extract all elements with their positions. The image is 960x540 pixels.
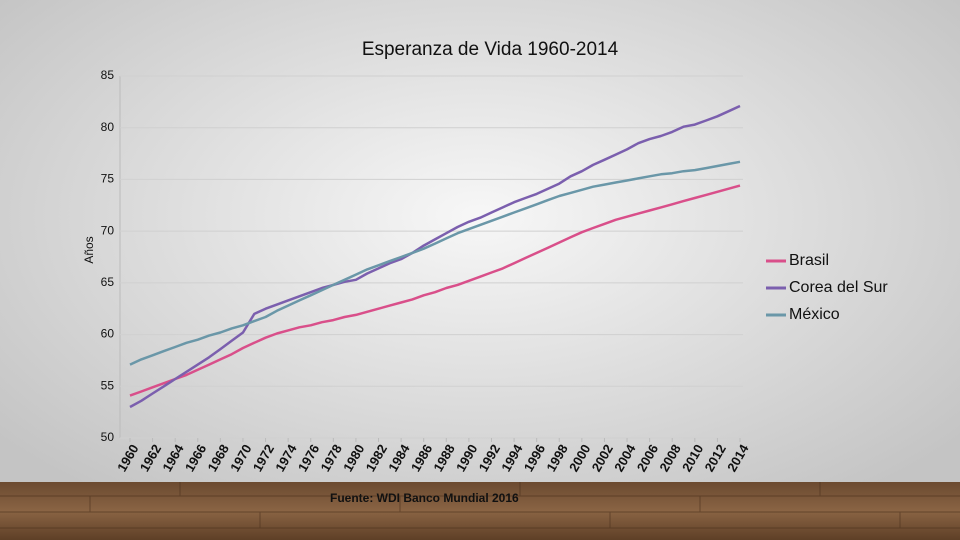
y-tick-label: 60 xyxy=(101,327,115,341)
y-tick-label: 50 xyxy=(101,430,115,444)
legend-label: México xyxy=(789,306,840,323)
y-tick-label: 85 xyxy=(101,68,115,82)
source-note: Fuente: WDI Banco Mundial 2016 xyxy=(330,491,519,505)
y-tick-label: 75 xyxy=(101,172,115,186)
series-line xyxy=(129,160,741,366)
wood-floor xyxy=(0,482,960,540)
legend-label: Brasil xyxy=(789,252,829,269)
y-tick-label: 65 xyxy=(101,275,115,289)
y-tick-label: 55 xyxy=(101,378,115,392)
series-line xyxy=(129,104,741,409)
wood-planks xyxy=(0,482,960,529)
series-line xyxy=(129,184,741,397)
legend-label: Corea del Sur xyxy=(789,279,888,296)
chart-title: Esperanza de Vida 1960-2014 xyxy=(362,39,619,60)
y-axis-label: Años xyxy=(82,236,96,263)
y-tick-label: 70 xyxy=(101,223,115,237)
y-tick-label: 80 xyxy=(101,120,115,134)
